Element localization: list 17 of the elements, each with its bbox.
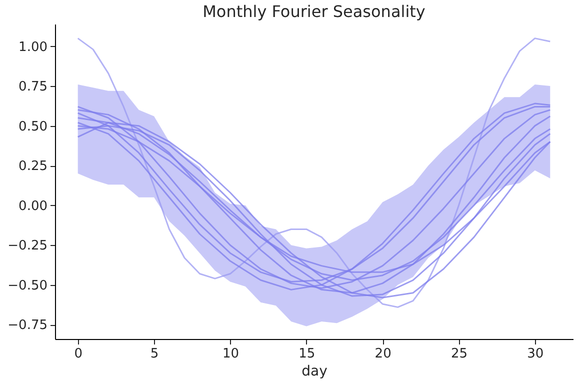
x-tick-label: 10 xyxy=(222,346,239,362)
x-axis-title: day xyxy=(302,364,328,380)
x-tick-label: 15 xyxy=(298,346,316,362)
y-tick-label: 0.50 xyxy=(18,119,48,134)
y-tick-label: 0.75 xyxy=(18,80,48,95)
y-tick-label: −0.75 xyxy=(8,318,48,334)
y-tick-label: 0.00 xyxy=(18,198,48,214)
y-tick-label: 1.00 xyxy=(18,40,48,55)
chart-title: Monthly Fourier Seasonality xyxy=(202,2,426,21)
x-tick-label: 25 xyxy=(450,346,468,362)
x-tick-label: 20 xyxy=(374,346,392,362)
y-tick-label: 0.25 xyxy=(18,159,48,174)
y-tick-label: −0.25 xyxy=(8,238,48,254)
x-tick-label: 30 xyxy=(527,346,544,362)
x-tick-label: 0 xyxy=(74,346,82,362)
y-tick-label: −0.50 xyxy=(8,278,48,294)
x-tick-label: 5 xyxy=(150,346,159,362)
